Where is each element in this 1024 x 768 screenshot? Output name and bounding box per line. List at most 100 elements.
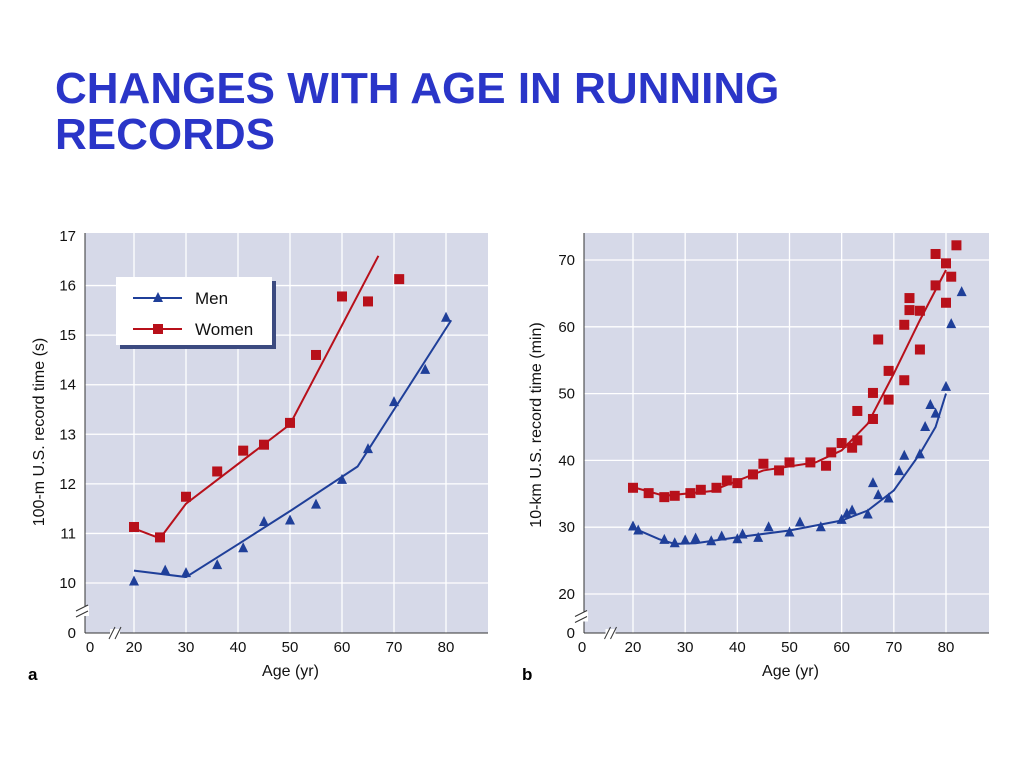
men-point [815, 521, 826, 532]
women-point [155, 532, 165, 543]
y-tick-label: 60 [558, 319, 575, 336]
y-tick-label: 15 [59, 327, 76, 344]
y-tick-label: 11 [60, 525, 76, 542]
y-axis-label: 10-km U.S. record time (min) [528, 322, 545, 527]
men-point [628, 520, 638, 531]
men-point [160, 564, 171, 575]
x-tick-label: 20 [126, 639, 143, 656]
women-point [685, 488, 696, 499]
women-point [930, 280, 941, 291]
women-point [883, 365, 894, 376]
x-tick-label: 80 [938, 639, 955, 656]
men-point [956, 286, 967, 297]
x-tick-label: 20 [625, 639, 642, 656]
x-tick-label: 50 [282, 639, 299, 656]
x-tick-label: 60 [833, 639, 850, 656]
women-point [826, 447, 837, 458]
women-point [852, 435, 863, 446]
men-point [311, 498, 321, 509]
x-tick-label: 70 [885, 639, 902, 656]
men-point [181, 567, 191, 578]
y-axis-break [574, 610, 588, 623]
men-point [212, 559, 223, 570]
women-point [784, 457, 795, 468]
y-tick-label: 13 [59, 426, 76, 443]
women-point [941, 258, 951, 269]
women-point [212, 466, 223, 477]
legend-box [116, 277, 272, 345]
women-point [129, 521, 139, 532]
women-point [930, 248, 941, 259]
women-point [774, 465, 785, 476]
women-point [805, 457, 816, 468]
men-point [669, 537, 680, 548]
y-tick-label: 14 [59, 377, 76, 394]
grid [85, 233, 488, 633]
men-point [737, 528, 748, 539]
y-tick-label: 70 [558, 252, 575, 269]
women-point [867, 413, 878, 424]
men-point [716, 530, 727, 541]
women-point [628, 482, 638, 493]
women-point [914, 305, 925, 316]
x-tick-label: 40 [729, 639, 746, 656]
women-point [337, 291, 347, 302]
men-point [690, 532, 701, 543]
women-point [732, 478, 743, 489]
y-axis-break-gap [578, 611, 588, 622]
women-point [821, 460, 832, 471]
men-point [784, 526, 795, 537]
y-tick-label: 20 [558, 586, 575, 603]
women-point [259, 439, 269, 450]
men-point [941, 380, 951, 391]
women-point [711, 482, 722, 493]
men-point [867, 477, 878, 488]
women-point [747, 469, 758, 480]
x-tick-label: 30 [178, 639, 195, 656]
legend-men-marker [153, 292, 163, 302]
men-point [285, 514, 295, 525]
women-point [867, 387, 878, 398]
series-women [129, 255, 405, 543]
legend: Men Women [116, 277, 276, 349]
women-point [904, 293, 915, 304]
women-point [836, 438, 847, 449]
women-point [363, 296, 373, 307]
chart-b: 0 20 30 40 50 60 70 80 0 20 30 40 50 60 70 Age (yr) 10-k… [522, 233, 989, 684]
men-point [732, 533, 743, 544]
women-point [914, 344, 925, 355]
x-axis-label: Age (yr) [762, 663, 819, 680]
men-point [680, 534, 691, 545]
men-point [899, 449, 910, 460]
men-point [389, 396, 399, 407]
men-point [914, 448, 925, 459]
x-tick-label: 70 [386, 639, 403, 656]
x-tick-label: 40 [230, 639, 247, 656]
women-point [238, 445, 249, 456]
women-point [394, 274, 405, 285]
x-axis-break-gap [110, 629, 120, 639]
men-point [337, 473, 347, 484]
x-tick-label: 0 [578, 639, 586, 656]
y-tick-label: 10 [59, 575, 76, 592]
legend-women-marker [153, 324, 163, 334]
x-tick-label: 30 [677, 639, 694, 656]
panel-label: b [522, 665, 532, 684]
men-point [925, 398, 936, 409]
women-point [695, 484, 706, 495]
panel-label: a [28, 665, 38, 684]
women-point [643, 488, 654, 499]
plot-area [584, 233, 989, 633]
series-women [628, 240, 962, 503]
women-trend-line [133, 255, 380, 540]
x-axis-break [108, 626, 122, 640]
men-point [836, 513, 847, 524]
women-point [311, 349, 321, 360]
men-point [862, 508, 873, 519]
men-point [946, 318, 957, 329]
women-point [941, 297, 951, 308]
y-tick-label: 50 [558, 386, 575, 403]
men-point [847, 504, 858, 515]
women-point [285, 417, 295, 428]
men-point [633, 524, 644, 535]
